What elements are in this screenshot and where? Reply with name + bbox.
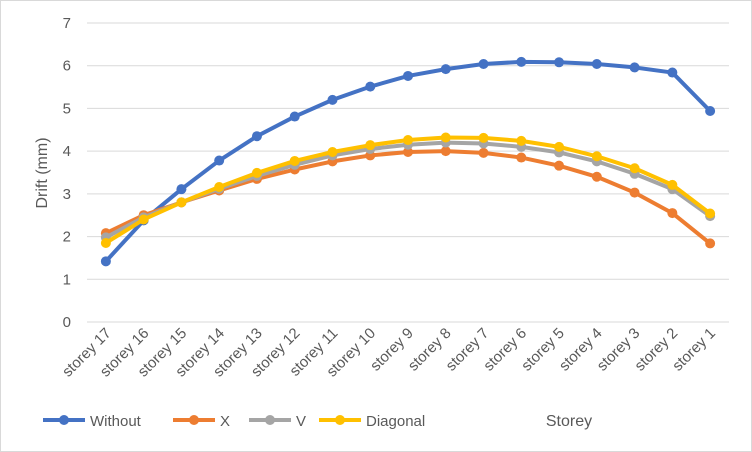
y-axis-title: Drift (mm) bbox=[34, 137, 51, 208]
data-point bbox=[629, 62, 640, 73]
data-point bbox=[516, 56, 527, 67]
data-point bbox=[478, 132, 489, 143]
y-axis-ticks: 0 1 2 3 4 5 6 7 bbox=[63, 15, 71, 331]
legend-swatch-marker bbox=[335, 415, 345, 425]
data-point bbox=[100, 256, 111, 267]
data-point bbox=[100, 237, 111, 248]
series-diagonal bbox=[100, 132, 716, 248]
legend-swatch-marker bbox=[59, 415, 69, 425]
legend-item: V bbox=[249, 413, 306, 430]
data-point bbox=[516, 152, 527, 163]
data-point bbox=[440, 132, 451, 143]
y-tick-label: 1 bbox=[63, 271, 71, 288]
data-point bbox=[176, 184, 187, 195]
legend-swatch-marker bbox=[265, 415, 275, 425]
data-point bbox=[365, 140, 376, 151]
data-point bbox=[705, 238, 716, 249]
data-point bbox=[554, 57, 565, 68]
data-point bbox=[591, 151, 602, 162]
x-tick-label: storey 1 bbox=[669, 325, 719, 375]
data-point bbox=[591, 59, 602, 70]
data-point bbox=[289, 155, 300, 166]
legend-label: V bbox=[296, 413, 306, 430]
data-point bbox=[176, 197, 187, 208]
data-point bbox=[667, 67, 678, 78]
data-point bbox=[327, 94, 338, 105]
x-axis-title: Storey bbox=[546, 413, 592, 430]
legend-item: Without bbox=[43, 413, 142, 430]
data-point bbox=[591, 171, 602, 182]
data-point bbox=[403, 135, 413, 146]
legend-label: X bbox=[220, 413, 230, 430]
data-point bbox=[403, 70, 413, 81]
y-tick-label: 0 bbox=[63, 314, 71, 331]
legend-label: Diagonal bbox=[366, 413, 425, 430]
data-point bbox=[138, 214, 149, 225]
y-tick-label: 3 bbox=[63, 186, 71, 203]
y-tick-label: 5 bbox=[63, 100, 71, 117]
data-point bbox=[403, 146, 413, 157]
y-tick-label: 7 bbox=[63, 15, 71, 32]
data-point bbox=[629, 187, 640, 198]
series-group bbox=[100, 56, 716, 267]
data-point bbox=[214, 182, 225, 193]
y-tick-label: 6 bbox=[63, 58, 71, 75]
legend-label: Without bbox=[90, 413, 142, 430]
series-without bbox=[100, 56, 716, 267]
data-point bbox=[440, 146, 451, 157]
data-point bbox=[554, 160, 565, 171]
data-point bbox=[667, 179, 678, 190]
data-point bbox=[251, 131, 262, 142]
data-point bbox=[365, 81, 376, 92]
data-point bbox=[440, 64, 451, 75]
data-point bbox=[705, 105, 716, 116]
y-tick-label: 2 bbox=[63, 229, 71, 246]
data-point bbox=[629, 163, 640, 174]
data-point bbox=[705, 208, 716, 219]
data-point bbox=[516, 135, 527, 146]
legend-item: X bbox=[173, 413, 230, 430]
data-point bbox=[478, 59, 489, 70]
data-point bbox=[478, 147, 489, 158]
data-point bbox=[667, 208, 678, 219]
data-point bbox=[554, 141, 565, 152]
data-point bbox=[214, 155, 225, 166]
data-point bbox=[251, 167, 262, 178]
data-point bbox=[289, 111, 300, 122]
legend: Without X V Diagonal bbox=[43, 413, 425, 430]
data-point bbox=[327, 146, 338, 157]
y-tick-label: 4 bbox=[63, 143, 71, 160]
legend-item: Diagonal bbox=[319, 413, 425, 430]
legend-swatch-marker bbox=[189, 415, 199, 425]
